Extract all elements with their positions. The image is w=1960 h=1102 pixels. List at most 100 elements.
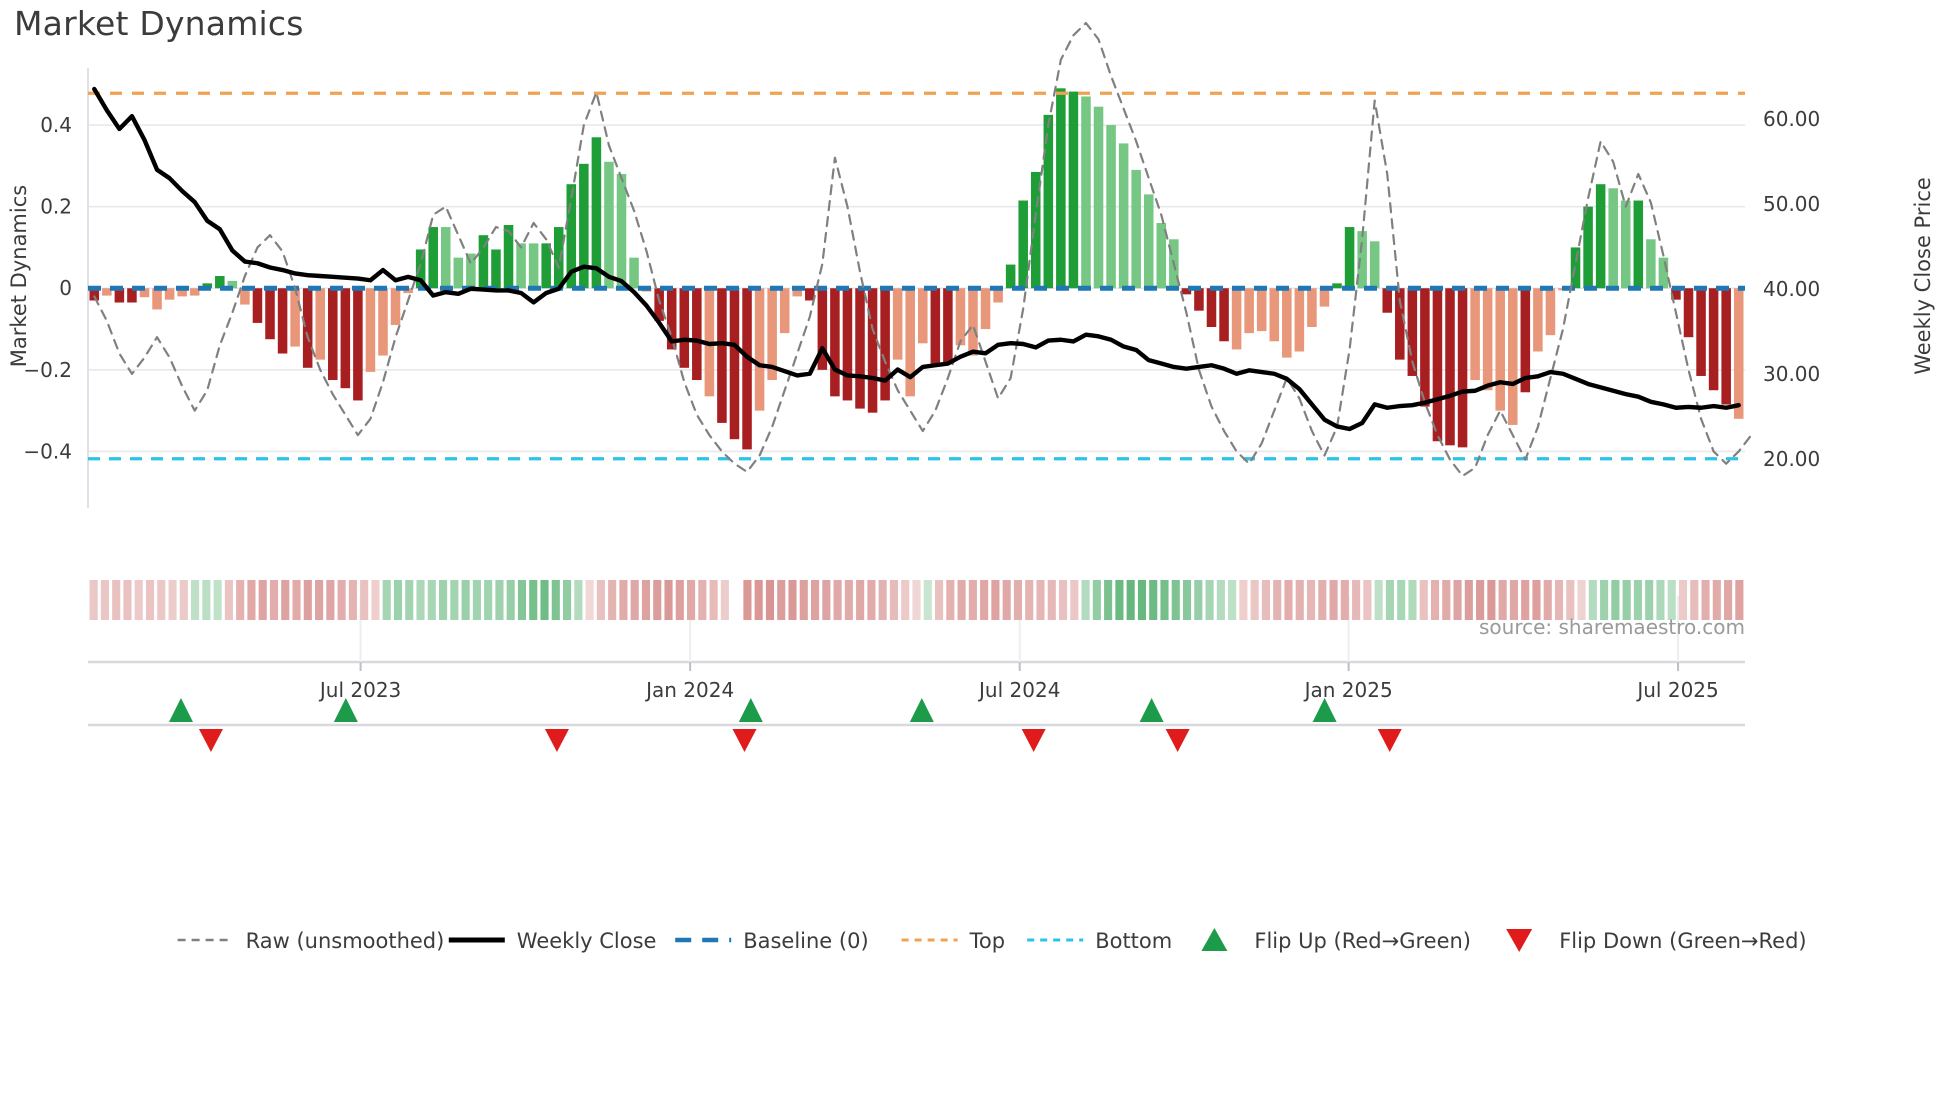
heatmap-cell	[1182, 580, 1192, 620]
bar	[102, 288, 112, 296]
bar	[390, 288, 401, 325]
bar	[566, 184, 577, 289]
heatmap-cell	[1577, 580, 1586, 620]
bar	[817, 288, 828, 370]
bar	[1369, 241, 1380, 289]
heatmap-cell	[258, 580, 267, 620]
heatmap-cell	[788, 580, 797, 620]
heatmap-cell	[1306, 580, 1316, 620]
heatmap-cell	[1228, 580, 1237, 620]
y-tick-label: −0.2	[23, 358, 72, 382]
legend-item[interactable]: Top	[901, 929, 1005, 953]
heatmap-cell	[1509, 580, 1518, 620]
heatmap-cell	[1385, 580, 1394, 620]
heatmap-cell	[686, 580, 696, 620]
heatmap-cell	[247, 580, 256, 620]
flip-up-marker	[1139, 698, 1164, 722]
bar	[1658, 257, 1669, 289]
bar-series	[89, 88, 1744, 450]
bar	[980, 288, 991, 330]
heatmap-cell	[1690, 580, 1699, 620]
flip-down-marker	[732, 729, 757, 752]
legend-item[interactable]: Baseline (0)	[675, 929, 869, 953]
regime-heatmap-strip	[89, 580, 1744, 620]
heatmap-cell	[608, 580, 617, 620]
legend-item[interactable]: Flip Up (Red→Green)	[1201, 928, 1471, 953]
heatmap-cell	[1374, 580, 1383, 620]
bar	[1219, 288, 1229, 342]
bar	[754, 288, 765, 411]
bar	[1018, 200, 1028, 289]
bar	[1143, 194, 1154, 289]
heatmap-cell	[1430, 580, 1440, 620]
heatmap-cell	[856, 580, 865, 620]
heatmap-cell	[1464, 580, 1473, 620]
heatmap-cell	[1532, 580, 1541, 620]
heatmap-cell	[1239, 580, 1248, 620]
heatmap-cell	[112, 580, 121, 620]
heatmap-cell	[585, 580, 594, 620]
legend-item[interactable]: Raw (unsmoothed)	[177, 929, 445, 953]
heatmap-cell	[1566, 580, 1575, 620]
legend-item[interactable]: Bottom	[1027, 929, 1172, 953]
bar	[516, 243, 526, 289]
bar	[1093, 106, 1104, 289]
bar	[365, 288, 376, 372]
bar	[918, 288, 928, 344]
heatmap-cell	[348, 580, 357, 620]
bar	[340, 288, 351, 389]
y-tick-label: 0.4	[40, 113, 72, 137]
heatmap-cell	[1149, 580, 1158, 620]
heatmap-cell	[574, 580, 583, 620]
heatmap-cell	[145, 580, 155, 620]
heatmap-cell	[1408, 580, 1417, 620]
heatmap-cell	[720, 580, 729, 620]
legend-label: Flip Up (Red→Green)	[1254, 929, 1471, 953]
bar	[968, 288, 978, 356]
heatmap-cell	[540, 580, 549, 620]
bar	[1646, 239, 1656, 289]
heatmap-cell	[743, 580, 752, 620]
heatmap-cell	[596, 580, 605, 620]
y2-tick-label: 20.00	[1763, 447, 1820, 471]
bar	[114, 288, 125, 303]
raw-unsmoothed-line	[93, 21, 1753, 478]
bar	[1156, 222, 1167, 289]
heatmap-cell	[1724, 580, 1733, 620]
heatmap-cell	[202, 580, 211, 620]
heatmap-cell	[1250, 580, 1259, 620]
bar	[415, 249, 426, 289]
heatmap-cell	[1419, 580, 1428, 620]
heatmap-cell	[777, 580, 786, 620]
bar	[189, 288, 200, 296]
bar	[215, 276, 225, 289]
legend-item[interactable]: Weekly Close	[448, 929, 657, 953]
heatmap-cell	[213, 580, 222, 620]
bar	[1683, 288, 1694, 338]
heatmap-cell	[303, 580, 312, 620]
heatmap-cell	[1678, 580, 1688, 620]
legend-item[interactable]: Flip Down (Green→Red)	[1506, 929, 1807, 953]
heatmap-cell	[833, 580, 842, 620]
heatmap-cell	[393, 580, 403, 620]
bar	[1395, 288, 1405, 360]
bar	[1432, 288, 1443, 442]
weekly-close-line	[92, 86, 1741, 432]
bar	[1608, 188, 1618, 289]
heatmap-cell	[1712, 580, 1721, 620]
heatmap-cell	[619, 580, 628, 620]
heatmap-cell	[991, 580, 1000, 620]
heatmap-cell	[980, 580, 989, 620]
heatmap-cell	[664, 580, 673, 620]
heatmap-cell	[1160, 580, 1169, 620]
bar	[328, 288, 338, 381]
bar	[265, 288, 275, 340]
heatmap-cell	[100, 580, 109, 620]
bar	[440, 227, 451, 289]
bar	[1382, 288, 1393, 313]
bar	[905, 288, 915, 397]
heatmap-cell	[653, 580, 662, 620]
heatmap-cell	[191, 580, 200, 620]
bar	[1495, 288, 1505, 411]
